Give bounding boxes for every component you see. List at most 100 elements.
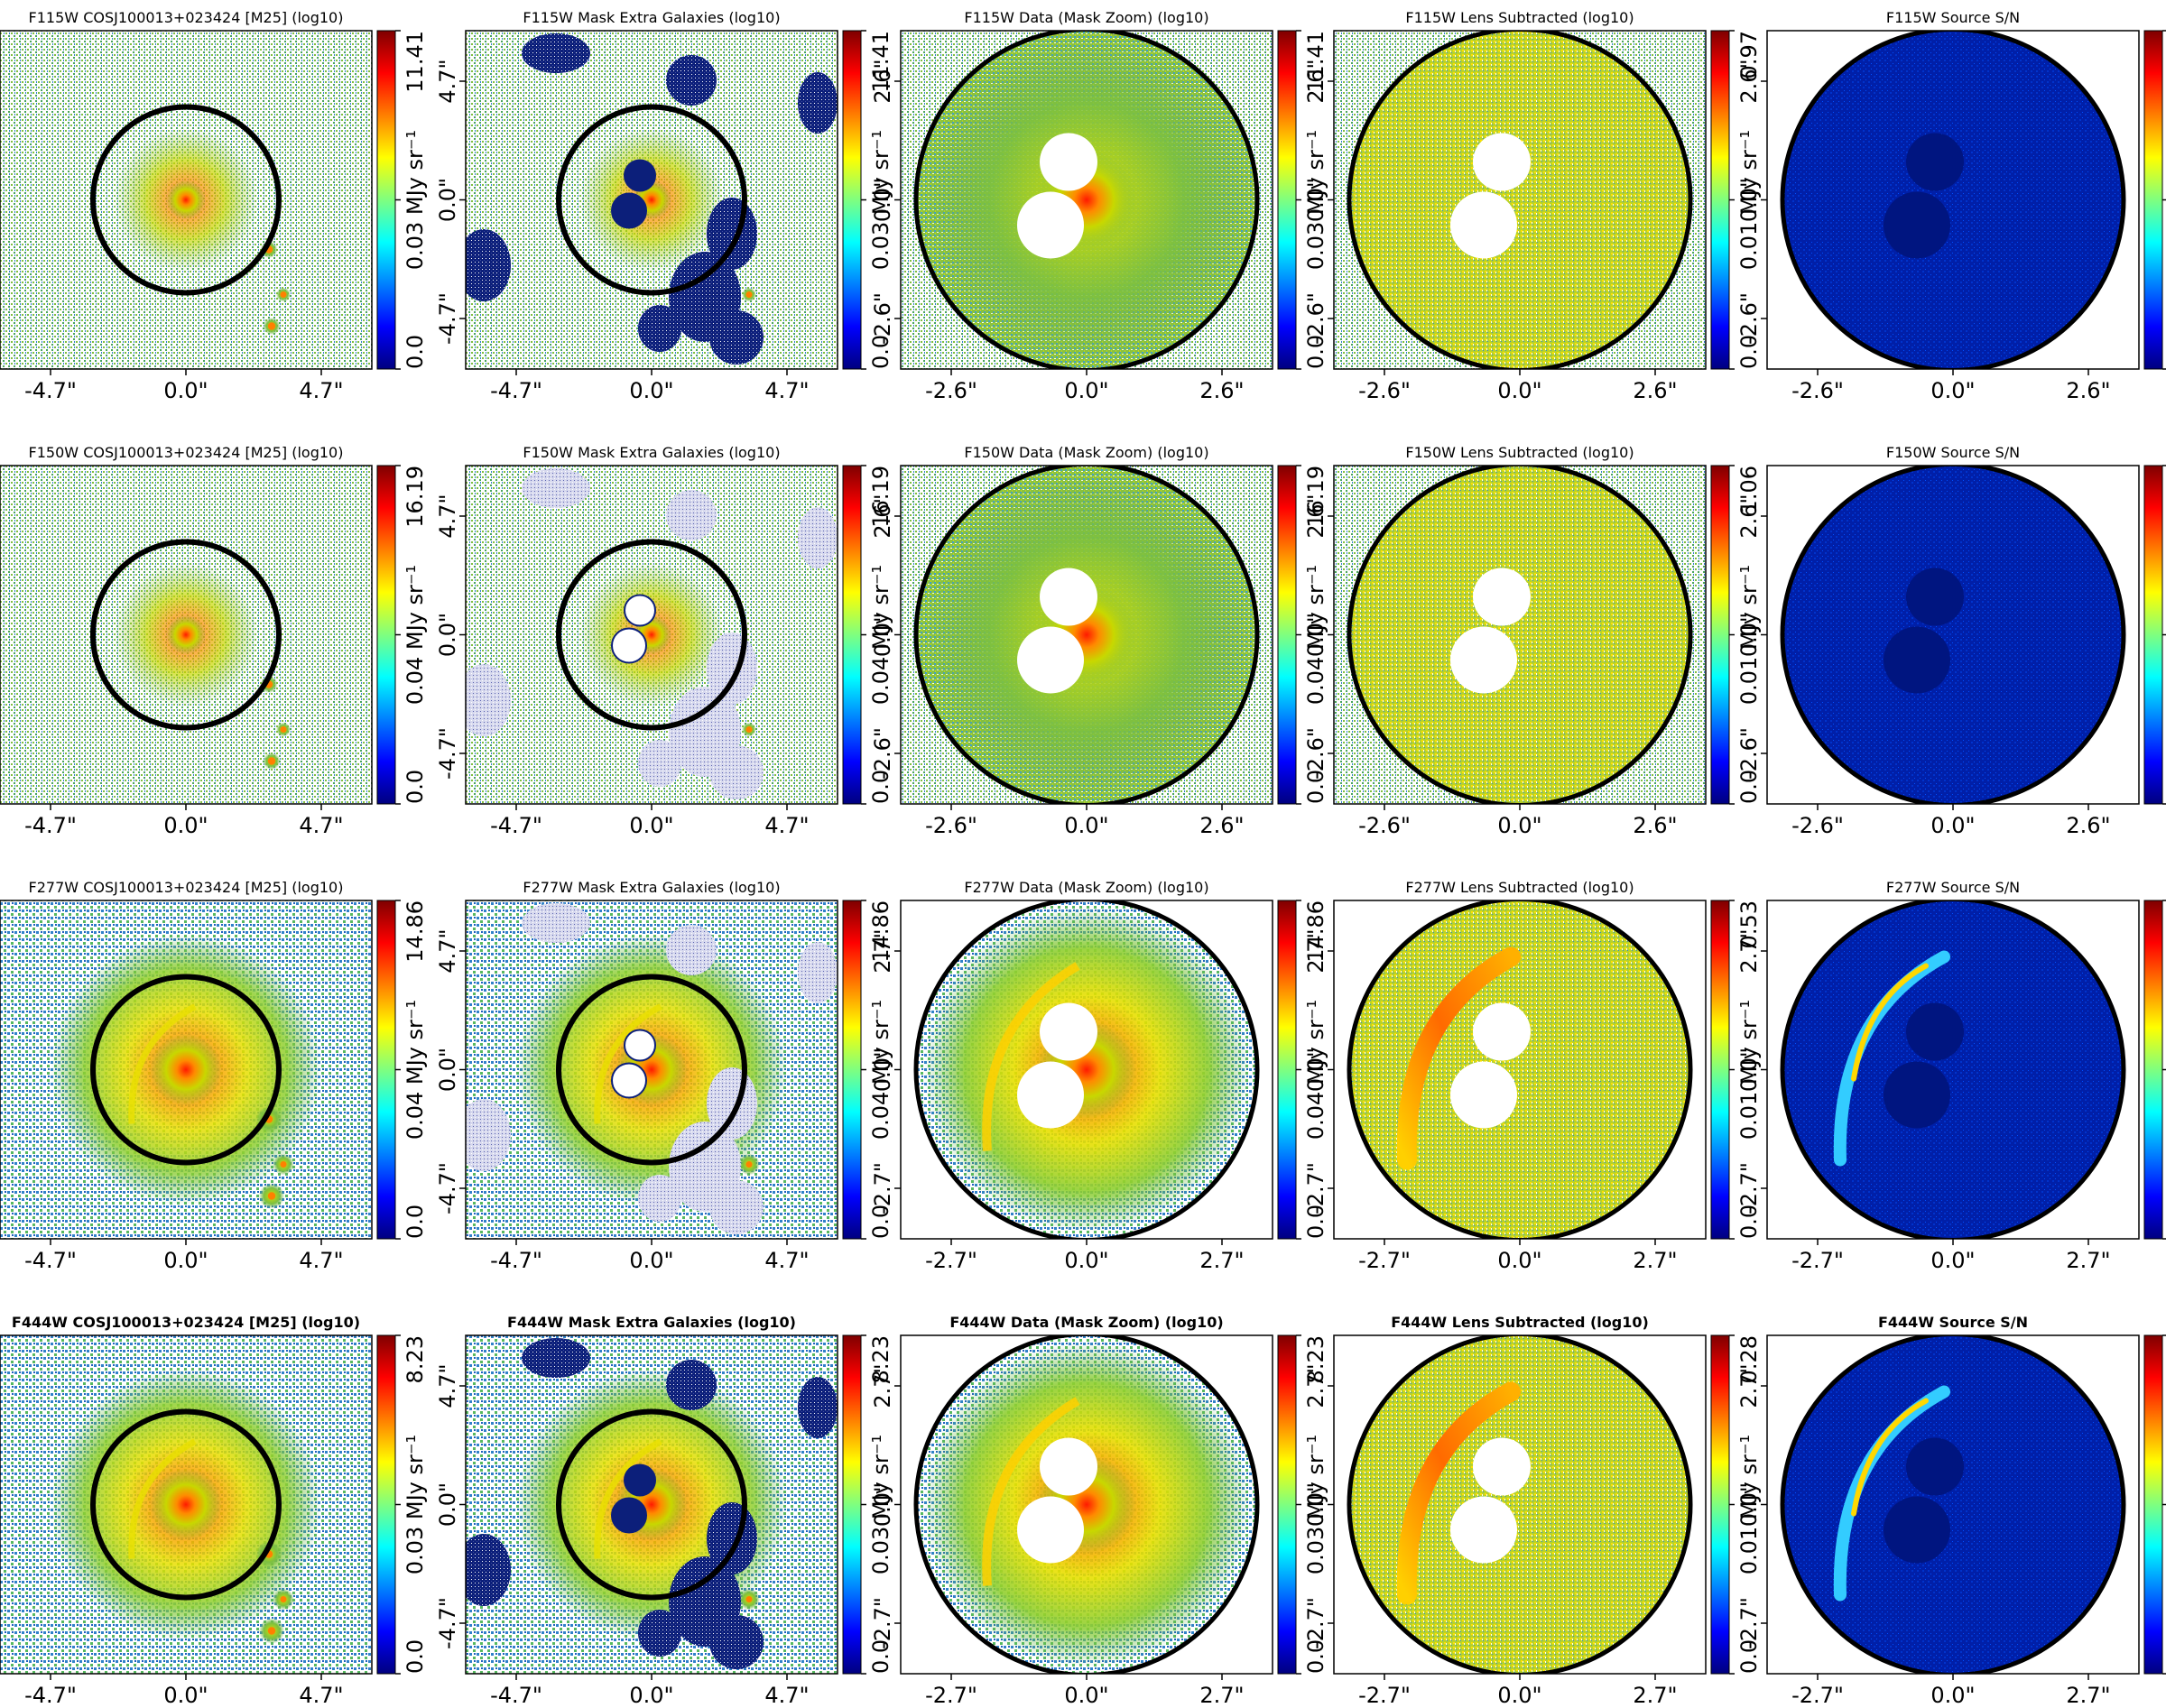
- x-tick-label: -4.7": [24, 1683, 77, 1708]
- y-tick-label: 2.6": [1736, 59, 1762, 103]
- panel-image: [466, 466, 838, 804]
- colorbar-unit-label: 0.03 MJy sr⁻¹: [403, 130, 428, 270]
- colorbar-unit-label: 0.01 MJy sr⁻¹: [1736, 130, 1762, 270]
- panel-title: F277W Lens Subtracted (log10): [1405, 879, 1634, 896]
- colorbar: [1277, 465, 1297, 805]
- panel-title: F115W Mask Extra Galaxies (log10): [523, 9, 780, 26]
- y-tick-label: 2.6": [1303, 494, 1328, 538]
- colorbar: [1277, 1334, 1297, 1675]
- colorbar-tick-label: 0.0: [1303, 1639, 1328, 1674]
- panel-title: F115W Lens Subtracted (log10): [1405, 9, 1634, 26]
- colorbar-tick-label: 0.0: [868, 770, 893, 804]
- panel-f277w-cutout: F277W COSJ100013+023424 [M25] (log10) -4.…: [0, 879, 428, 1273]
- y-tick-label: 0.0": [1303, 178, 1328, 222]
- x-tick-label: 2.6": [1199, 378, 1244, 403]
- aperture-circle: [1347, 1335, 1693, 1674]
- colorbar: [842, 1334, 862, 1675]
- colorbar: [842, 30, 862, 370]
- colorbar-unit-label: 0.04 MJy sr⁻¹: [1303, 565, 1328, 705]
- x-tick-label: -4.7": [490, 1683, 542, 1708]
- panel-title: F150W COSJ100013+023424 [M25] (log10): [29, 444, 344, 461]
- x-tick-label: 0.0": [629, 1683, 673, 1708]
- aperture-circle: [90, 1408, 282, 1601]
- y-tick-label: -2.6": [1303, 727, 1328, 780]
- x-tick-label: -2.7": [925, 1248, 977, 1273]
- colorbar-tick-label: 14.86: [1303, 900, 1328, 963]
- aperture-circle: [1780, 466, 2126, 804]
- x-tick-label: 0.0": [163, 1248, 208, 1273]
- colorbar-unit-label: 0.03 MJy sr⁻¹: [868, 130, 893, 270]
- y-tick-label: -2.6": [1303, 292, 1328, 345]
- x-tick-label: 2.6": [2066, 813, 2110, 838]
- panel-image: [466, 1335, 838, 1674]
- colorbar: [376, 900, 396, 1240]
- aperture-circle: [913, 466, 1260, 804]
- colorbar-tick-label: 0.0: [868, 1639, 893, 1674]
- panel-title: F150W Source S/N: [1886, 444, 2020, 461]
- colorbar-tick-label: 16.19: [403, 466, 428, 528]
- colorbar: [2143, 1334, 2163, 1675]
- x-tick-label: 2.7": [2066, 1248, 2110, 1273]
- y-tick-label: -2.6": [870, 292, 895, 345]
- aperture-circle: [913, 31, 1260, 369]
- colorbar-tick-label: 8.23: [403, 1335, 428, 1383]
- y-tick-label: -2.7": [1303, 1162, 1328, 1214]
- panel-title: F444W COSJ100013+023424 [M25] (log10): [12, 1314, 360, 1331]
- x-tick-label: 4.7": [764, 378, 809, 403]
- y-tick-label: -4.7": [435, 727, 460, 780]
- x-tick-label: 2.6": [1199, 813, 1244, 838]
- aperture-circle: [913, 900, 1260, 1239]
- colorbar-tick-label: 14.86: [868, 900, 893, 963]
- colorbar-tick-label: 11.41: [868, 31, 893, 93]
- x-tick-label: 0.0": [629, 378, 673, 403]
- colorbar-tick-label: 0.53: [1736, 900, 1762, 948]
- colorbar: [2143, 30, 2163, 370]
- x-tick-label: -2.7": [1358, 1248, 1411, 1273]
- panel-image: [0, 1335, 372, 1674]
- colorbar: [1710, 900, 1730, 1240]
- x-tick-label: 2.6": [1633, 813, 1677, 838]
- y-tick-label: 0.0": [1303, 1048, 1328, 1092]
- x-tick-label: 2.7": [1199, 1248, 1244, 1273]
- y-tick-label: 4.7": [435, 928, 460, 973]
- x-tick-label: 4.7": [764, 1683, 809, 1708]
- y-tick-label: 2.6": [870, 494, 895, 538]
- x-tick-label: 0.0": [1064, 1683, 1108, 1708]
- panel-image: [901, 31, 1273, 369]
- colorbar-tick-label: 0.0: [1736, 770, 1762, 804]
- colorbar: [376, 465, 396, 805]
- panel-image: [1334, 900, 1706, 1239]
- y-tick-label: 4.7": [435, 1363, 460, 1408]
- colorbar-unit-label: 0.03 MJy sr⁻¹: [403, 1435, 428, 1574]
- panel-title: F277W COSJ100013+023424 [M25] (log10): [29, 879, 344, 896]
- panel-image: [1767, 1335, 2139, 1674]
- y-tick-label: 2.6": [1303, 59, 1328, 103]
- panel-f444w-zoom: F444W Data (Mask Zoom) (log10) -2.7" 0.0" 2…: [870, 1314, 1328, 1708]
- colorbar-tick-label: 16.19: [868, 466, 893, 528]
- x-tick-label: 0.0": [163, 1683, 208, 1708]
- colorbar-tick-label: 0.0: [403, 1205, 428, 1239]
- colorbar: [2143, 900, 2163, 1240]
- x-tick-label: 0.0": [1497, 1248, 1541, 1273]
- x-tick-label: 0.0": [1930, 378, 1975, 403]
- colorbar-tick-label: 16.19: [1303, 466, 1328, 528]
- x-tick-label: -2.7": [1791, 1683, 1844, 1708]
- colorbar-tick-label: 0.28: [1736, 1335, 1762, 1383]
- x-tick-label: 0.0": [1497, 378, 1541, 403]
- aperture-circle: [1780, 1335, 2126, 1674]
- y-tick-label: 2.6": [870, 59, 895, 103]
- colorbar-tick-label: 0.0: [1303, 335, 1328, 369]
- colorbar-tick-label: 0.0: [868, 1205, 893, 1239]
- panel-title: F444W Lens Subtracted (log10): [1391, 1314, 1649, 1331]
- y-tick-label: 0.0": [870, 178, 895, 222]
- panel-f277w-zoom: F277W Data (Mask Zoom) (log10) -2.7" 0.0" 2…: [870, 879, 1328, 1273]
- colorbar-tick-label: 0.0: [1303, 770, 1328, 804]
- panel-f150w-sub: F150W Lens Subtracted (log10) -2.6" 0.0" 2.…: [1303, 444, 1762, 838]
- x-tick-label: -4.7": [24, 813, 77, 838]
- y-tick-label: 0.0": [435, 613, 460, 657]
- colorbar: [1710, 1334, 1730, 1675]
- colorbar-tick-label: 8.23: [1303, 1335, 1328, 1383]
- panel-f150w-zoom: F150W Data (Mask Zoom) (log10) -2.6" 0.0" 2…: [870, 444, 1328, 838]
- colorbar: [1277, 900, 1297, 1240]
- panel-title: F444W Mask Extra Galaxies (log10): [507, 1314, 796, 1331]
